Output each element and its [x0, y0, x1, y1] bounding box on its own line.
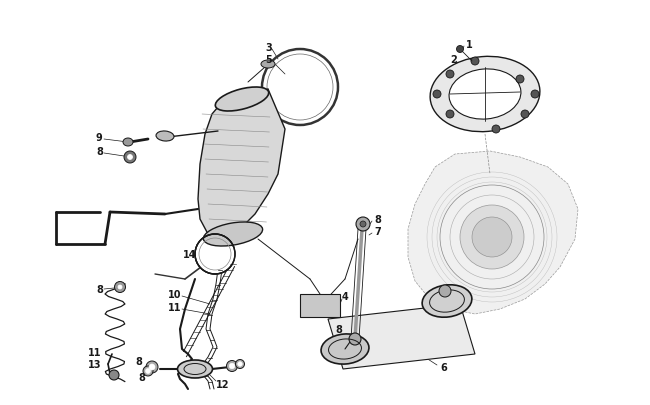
Text: 2: 2: [450, 55, 457, 65]
Circle shape: [516, 76, 524, 84]
Text: 12: 12: [216, 379, 229, 389]
Ellipse shape: [449, 70, 521, 120]
Text: 5: 5: [265, 55, 272, 65]
Polygon shape: [300, 294, 340, 317]
Circle shape: [146, 369, 151, 373]
Circle shape: [446, 71, 454, 79]
Text: 9: 9: [96, 133, 103, 143]
Polygon shape: [198, 90, 285, 239]
Text: 4: 4: [342, 291, 349, 301]
Circle shape: [460, 205, 524, 269]
Circle shape: [114, 282, 125, 293]
Ellipse shape: [321, 334, 369, 364]
Circle shape: [356, 217, 370, 231]
Circle shape: [492, 126, 500, 134]
Text: 7: 7: [374, 226, 381, 237]
Text: 10: 10: [168, 289, 181, 299]
Circle shape: [531, 91, 539, 99]
Circle shape: [235, 360, 244, 369]
Text: 8: 8: [96, 147, 103, 157]
Circle shape: [439, 285, 451, 297]
Circle shape: [349, 333, 361, 345]
Text: 8: 8: [135, 356, 142, 366]
Text: 1: 1: [466, 40, 473, 50]
Circle shape: [124, 151, 136, 164]
Ellipse shape: [422, 285, 472, 318]
Text: 11: 11: [88, 347, 101, 357]
Text: 13: 13: [88, 359, 101, 369]
Text: 8: 8: [96, 284, 103, 294]
Circle shape: [146, 361, 158, 373]
Circle shape: [149, 364, 155, 370]
Circle shape: [118, 285, 122, 289]
Circle shape: [521, 111, 529, 119]
Circle shape: [472, 217, 512, 257]
Ellipse shape: [203, 222, 263, 246]
Ellipse shape: [177, 360, 213, 378]
Ellipse shape: [123, 139, 133, 147]
Circle shape: [360, 222, 366, 228]
Polygon shape: [328, 304, 475, 369]
Text: 3: 3: [265, 43, 272, 53]
Ellipse shape: [195, 234, 235, 274]
Circle shape: [238, 362, 242, 367]
Text: 14: 14: [183, 249, 196, 259]
Circle shape: [226, 360, 237, 371]
Ellipse shape: [215, 88, 268, 112]
Circle shape: [471, 58, 479, 66]
Text: 8: 8: [138, 372, 145, 382]
Text: 8: 8: [374, 215, 381, 224]
Text: 6: 6: [440, 362, 447, 372]
Ellipse shape: [261, 61, 275, 69]
Circle shape: [456, 47, 463, 53]
Text: 8: 8: [335, 324, 342, 334]
Circle shape: [143, 366, 153, 376]
Circle shape: [229, 363, 235, 369]
Polygon shape: [408, 151, 578, 314]
Ellipse shape: [430, 57, 540, 132]
Text: 11: 11: [168, 302, 181, 312]
Circle shape: [433, 91, 441, 99]
Ellipse shape: [156, 132, 174, 142]
Circle shape: [446, 111, 454, 119]
Circle shape: [127, 155, 133, 160]
Circle shape: [109, 370, 119, 380]
